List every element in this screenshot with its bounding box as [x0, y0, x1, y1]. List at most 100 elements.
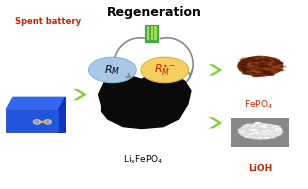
Ellipse shape: [248, 59, 258, 62]
Ellipse shape: [253, 68, 258, 70]
Text: $R_{M}^{\bullet-}$: $R_{M}^{\bullet-}$: [153, 62, 176, 78]
Ellipse shape: [238, 62, 242, 63]
Ellipse shape: [241, 57, 250, 60]
Ellipse shape: [271, 130, 274, 131]
Ellipse shape: [261, 74, 265, 75]
Ellipse shape: [281, 65, 284, 66]
Ellipse shape: [241, 72, 251, 75]
Ellipse shape: [267, 74, 275, 76]
Ellipse shape: [277, 127, 281, 128]
Bar: [151, 26, 153, 40]
Ellipse shape: [274, 69, 278, 70]
Ellipse shape: [269, 134, 274, 136]
Ellipse shape: [276, 67, 280, 69]
Polygon shape: [209, 117, 222, 129]
Ellipse shape: [247, 133, 253, 135]
Ellipse shape: [274, 128, 282, 130]
Ellipse shape: [245, 123, 252, 125]
Ellipse shape: [238, 67, 242, 68]
Bar: [147, 26, 149, 40]
Bar: [154, 26, 157, 40]
Ellipse shape: [261, 137, 263, 138]
Ellipse shape: [271, 127, 275, 128]
Ellipse shape: [249, 127, 251, 128]
Ellipse shape: [253, 73, 256, 74]
Ellipse shape: [260, 62, 269, 64]
Text: Regeneration: Regeneration: [107, 6, 201, 19]
Ellipse shape: [278, 131, 283, 133]
Ellipse shape: [271, 137, 276, 138]
Ellipse shape: [265, 58, 272, 60]
Ellipse shape: [249, 133, 255, 134]
Ellipse shape: [265, 66, 273, 68]
Ellipse shape: [257, 73, 263, 75]
Ellipse shape: [260, 72, 266, 74]
Polygon shape: [59, 97, 65, 132]
Polygon shape: [209, 64, 222, 76]
Ellipse shape: [273, 61, 283, 64]
Ellipse shape: [240, 60, 247, 62]
Ellipse shape: [267, 70, 274, 73]
Ellipse shape: [271, 63, 279, 65]
Ellipse shape: [264, 133, 271, 135]
Ellipse shape: [237, 129, 241, 130]
Ellipse shape: [252, 131, 254, 132]
Circle shape: [34, 120, 40, 124]
Ellipse shape: [263, 135, 266, 136]
Ellipse shape: [252, 76, 256, 77]
Ellipse shape: [265, 135, 267, 136]
Ellipse shape: [244, 61, 249, 62]
Ellipse shape: [274, 60, 281, 62]
Ellipse shape: [249, 61, 257, 63]
Polygon shape: [73, 89, 87, 100]
Ellipse shape: [261, 70, 267, 72]
Ellipse shape: [269, 57, 276, 60]
Ellipse shape: [243, 64, 245, 65]
Ellipse shape: [263, 59, 270, 61]
Ellipse shape: [265, 137, 271, 139]
Ellipse shape: [250, 72, 253, 73]
Ellipse shape: [272, 59, 275, 60]
Ellipse shape: [237, 56, 283, 77]
Ellipse shape: [240, 67, 249, 70]
Ellipse shape: [275, 126, 281, 128]
Ellipse shape: [266, 129, 274, 132]
Ellipse shape: [245, 66, 248, 67]
Ellipse shape: [240, 61, 249, 64]
Ellipse shape: [250, 63, 256, 65]
Polygon shape: [6, 110, 59, 132]
Ellipse shape: [254, 132, 261, 133]
Ellipse shape: [250, 126, 255, 127]
Ellipse shape: [257, 65, 265, 68]
Ellipse shape: [254, 56, 258, 58]
Ellipse shape: [254, 125, 256, 126]
Ellipse shape: [260, 125, 267, 127]
Ellipse shape: [238, 66, 247, 69]
Ellipse shape: [263, 73, 267, 74]
Text: $\mathrm{Li_xFePO_4}$: $\mathrm{Li_xFePO_4}$: [123, 154, 164, 166]
Ellipse shape: [262, 132, 264, 133]
Ellipse shape: [247, 57, 255, 60]
Ellipse shape: [273, 59, 275, 60]
Polygon shape: [6, 97, 65, 110]
Ellipse shape: [263, 73, 270, 75]
Ellipse shape: [256, 70, 260, 71]
Polygon shape: [99, 74, 191, 129]
Ellipse shape: [274, 130, 280, 132]
Ellipse shape: [261, 71, 266, 73]
Ellipse shape: [271, 58, 280, 61]
Ellipse shape: [238, 69, 244, 71]
Ellipse shape: [262, 62, 264, 63]
Ellipse shape: [241, 127, 244, 128]
Ellipse shape: [261, 126, 268, 128]
Ellipse shape: [253, 125, 257, 126]
Ellipse shape: [249, 129, 257, 131]
Ellipse shape: [253, 66, 257, 68]
Ellipse shape: [278, 129, 282, 130]
Ellipse shape: [242, 70, 247, 71]
Ellipse shape: [257, 58, 267, 61]
Ellipse shape: [269, 68, 274, 70]
Ellipse shape: [255, 56, 262, 58]
Ellipse shape: [271, 62, 274, 63]
Ellipse shape: [265, 60, 271, 62]
